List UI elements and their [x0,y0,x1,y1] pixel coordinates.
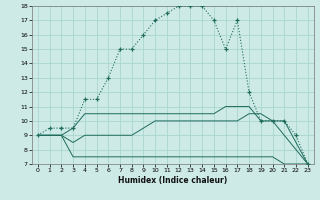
X-axis label: Humidex (Indice chaleur): Humidex (Indice chaleur) [118,176,228,185]
